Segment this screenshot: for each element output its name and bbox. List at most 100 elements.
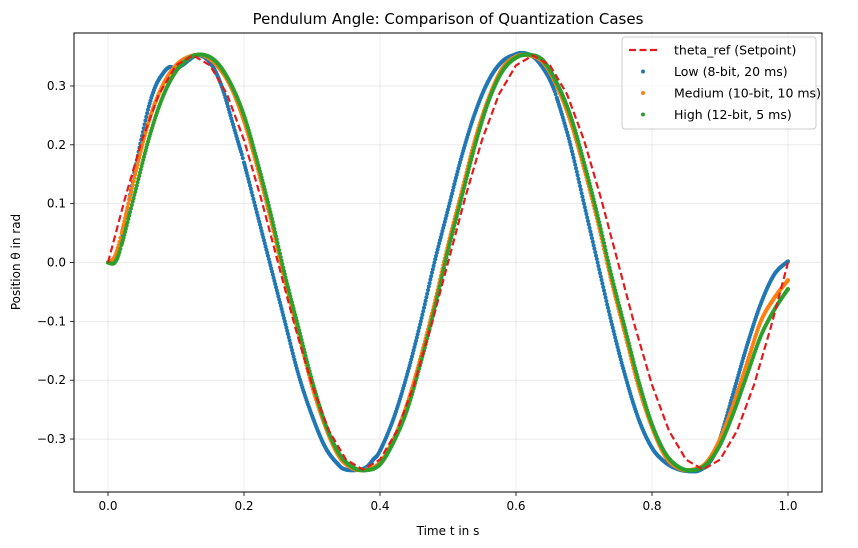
data-point — [140, 161, 145, 166]
data-point — [142, 151, 147, 156]
data-point — [607, 265, 612, 270]
data-point — [266, 253, 270, 258]
data-point — [616, 300, 621, 305]
data-point — [130, 199, 135, 204]
data-point — [453, 220, 458, 225]
data-point — [412, 345, 417, 350]
data-point — [600, 281, 605, 286]
data-point — [576, 176, 581, 181]
data-point — [449, 194, 454, 199]
data-point — [144, 114, 149, 119]
data-point — [250, 193, 255, 198]
data-point — [570, 152, 575, 157]
data-point — [596, 263, 601, 268]
data-point — [615, 345, 620, 350]
data-point — [562, 121, 567, 126]
data-point — [553, 92, 558, 97]
data-point — [598, 226, 603, 231]
data-point — [586, 178, 591, 183]
data-point — [285, 328, 290, 333]
data-point — [262, 241, 267, 246]
x-axis-label: Time t in s — [416, 524, 480, 538]
setpoint-line — [106, 54, 790, 471]
data-point — [252, 200, 257, 205]
data-point — [630, 357, 635, 362]
data-point — [269, 266, 274, 271]
data-point — [468, 160, 473, 165]
data-point — [266, 200, 270, 205]
data-point — [448, 239, 453, 244]
data-point — [123, 226, 128, 231]
data-point — [284, 325, 289, 330]
data-point — [271, 223, 276, 228]
data-point — [282, 268, 286, 273]
data-point — [604, 251, 609, 256]
data-point — [620, 315, 625, 320]
data-point — [614, 338, 618, 343]
data-point — [586, 222, 591, 227]
data-point — [594, 257, 599, 262]
data-point — [240, 156, 245, 161]
data-point — [624, 331, 629, 336]
data-point — [606, 305, 610, 310]
data-point — [786, 278, 790, 283]
data-point — [274, 285, 278, 290]
data-point — [286, 288, 291, 293]
data-point — [631, 360, 636, 365]
data-point — [614, 294, 619, 299]
data-point — [430, 270, 434, 275]
data-point — [591, 243, 596, 248]
data-point — [425, 291, 430, 296]
data-point — [457, 205, 462, 210]
data-point — [594, 253, 598, 258]
data-point — [282, 319, 287, 324]
data-point — [457, 163, 462, 168]
data-point — [278, 251, 282, 256]
data-point — [134, 183, 139, 188]
data-point — [135, 162, 140, 167]
data-point — [281, 313, 286, 318]
data-point — [591, 197, 596, 202]
data-point — [133, 189, 138, 194]
data-point — [574, 166, 578, 171]
data-point — [566, 136, 571, 141]
data-point — [585, 172, 590, 177]
data-point — [586, 175, 590, 180]
data-point — [289, 344, 294, 349]
data-point — [280, 310, 285, 314]
y-tick-label: 0.2 — [47, 138, 66, 152]
data-point — [587, 225, 592, 230]
data-point — [272, 278, 277, 283]
data-point — [264, 194, 269, 199]
data-point — [462, 183, 467, 188]
data-point — [437, 241, 442, 246]
data-point — [273, 230, 278, 235]
legend: theta_ref (Setpoint) Low (8-bit, 20 ms) Me… — [621, 36, 821, 130]
data-point — [583, 208, 588, 213]
data-point — [297, 328, 302, 333]
data-point — [265, 197, 270, 202]
data-point — [253, 207, 258, 212]
data-point — [470, 151, 475, 156]
data-point — [593, 203, 598, 208]
data-point — [278, 300, 282, 305]
data-point — [786, 286, 790, 291]
data-point — [258, 222, 262, 227]
data-point — [613, 288, 618, 293]
data-point — [455, 211, 460, 216]
data-point — [450, 229, 455, 234]
data-point — [447, 242, 452, 247]
data-point — [602, 292, 607, 297]
y-tick-label: −0.1 — [37, 314, 66, 328]
data-point — [418, 322, 422, 327]
data-point — [422, 305, 426, 310]
data-point — [286, 332, 290, 337]
data-point — [420, 312, 425, 317]
data-point — [431, 263, 436, 268]
data-point — [602, 244, 607, 249]
y-tick-label: 0.3 — [47, 79, 66, 93]
data-point — [226, 107, 231, 112]
data-point — [302, 350, 307, 355]
legend-marker — [641, 112, 645, 117]
data-point — [288, 341, 293, 346]
